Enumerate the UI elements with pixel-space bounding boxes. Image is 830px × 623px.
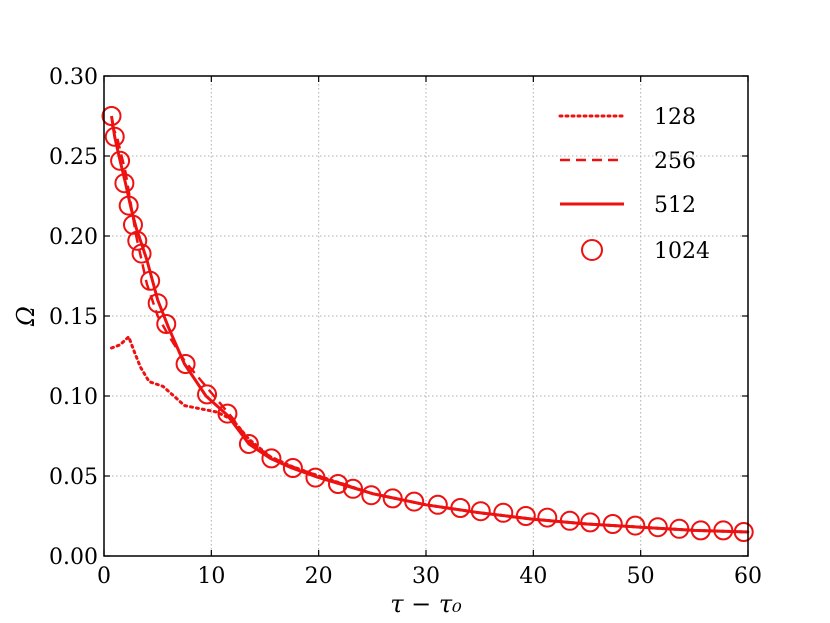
series-1024-marker xyxy=(217,403,238,424)
series-1024-marker xyxy=(118,195,139,216)
series-1024-marker xyxy=(404,491,425,512)
series-1024-marker xyxy=(450,498,471,518)
series-1024-marker xyxy=(131,243,152,264)
series-1024-marker xyxy=(559,510,580,531)
series-1024-marker xyxy=(361,485,382,506)
x-tick-label: 0 xyxy=(97,564,111,589)
y-tick-label: 0.10 xyxy=(49,385,98,410)
axis-ticks xyxy=(103,75,749,557)
series-1024-marker xyxy=(733,522,754,542)
series-1024-marker xyxy=(493,502,514,523)
series-1024-marker xyxy=(110,150,131,171)
series-1024-marker xyxy=(261,448,282,469)
series-1024-marker xyxy=(470,501,491,522)
series-1024-marker xyxy=(647,517,668,538)
y-tick-label: 0.30 xyxy=(49,65,98,90)
legend-1024-label: 1024 xyxy=(654,239,710,264)
x-axis-label: τ − τ₀ xyxy=(390,590,462,618)
x-tick-label: 30 xyxy=(412,564,440,589)
y-axis-label: Ω xyxy=(12,306,40,327)
plot-area xyxy=(101,106,754,542)
legend-128-label: 128 xyxy=(654,105,696,130)
series-1024-marker xyxy=(238,434,259,454)
x-tick-label: 50 xyxy=(627,564,655,589)
series-1024-marker xyxy=(669,518,690,539)
series-1024-marker xyxy=(104,126,125,147)
series-1024-marker xyxy=(305,467,326,488)
legend-256-label: 256 xyxy=(654,149,696,174)
y-tick-label: 0.15 xyxy=(49,305,98,330)
series-256-line xyxy=(110,123,749,534)
x-tick-label: 60 xyxy=(734,564,762,589)
series-1024-marker xyxy=(114,173,135,194)
series-1024-marker xyxy=(713,520,734,541)
series-1024-marker xyxy=(690,520,711,541)
x-tick-label: 10 xyxy=(197,564,225,589)
legend: 128 256 512 1024 xyxy=(558,105,710,264)
series-512-line xyxy=(110,115,749,534)
y-tick-label: 0.05 xyxy=(49,465,98,490)
legend-512-label: 512 xyxy=(654,193,696,218)
legend-1024-swatch xyxy=(581,239,603,261)
series-1024-marker xyxy=(197,384,218,405)
tick-labels: 0 10 20 30 40 50 60 0.00 0.05 0.10 0.15 0.20 0.25 0.3… xyxy=(49,65,762,589)
grid-lines xyxy=(104,76,748,556)
series-1024-marker xyxy=(427,494,448,515)
series-1024-marker xyxy=(515,506,536,526)
series-1024-marker xyxy=(282,458,303,478)
y-tick-label: 0.20 xyxy=(49,225,98,250)
series-1024-marker xyxy=(382,488,403,509)
series-1024-marker xyxy=(602,514,623,534)
series-1024-marker xyxy=(537,507,558,528)
series-1024-marker xyxy=(327,474,348,494)
x-tick-label: 40 xyxy=(519,564,547,589)
y-tick-label: 0.00 xyxy=(49,545,98,570)
series-1024-marker xyxy=(343,478,364,499)
x-tick-label: 20 xyxy=(305,564,333,589)
series-1024-marker xyxy=(625,515,646,536)
series-1024-marker xyxy=(147,293,168,314)
series-1024-marker xyxy=(101,106,122,126)
series-1024-marker xyxy=(175,354,196,374)
series-1024-marker xyxy=(156,314,177,334)
series-1024-marker xyxy=(127,230,148,251)
series-1024-marker xyxy=(580,512,601,533)
series-1024-marker xyxy=(140,270,161,291)
y-tick-label: 0.25 xyxy=(49,145,98,170)
